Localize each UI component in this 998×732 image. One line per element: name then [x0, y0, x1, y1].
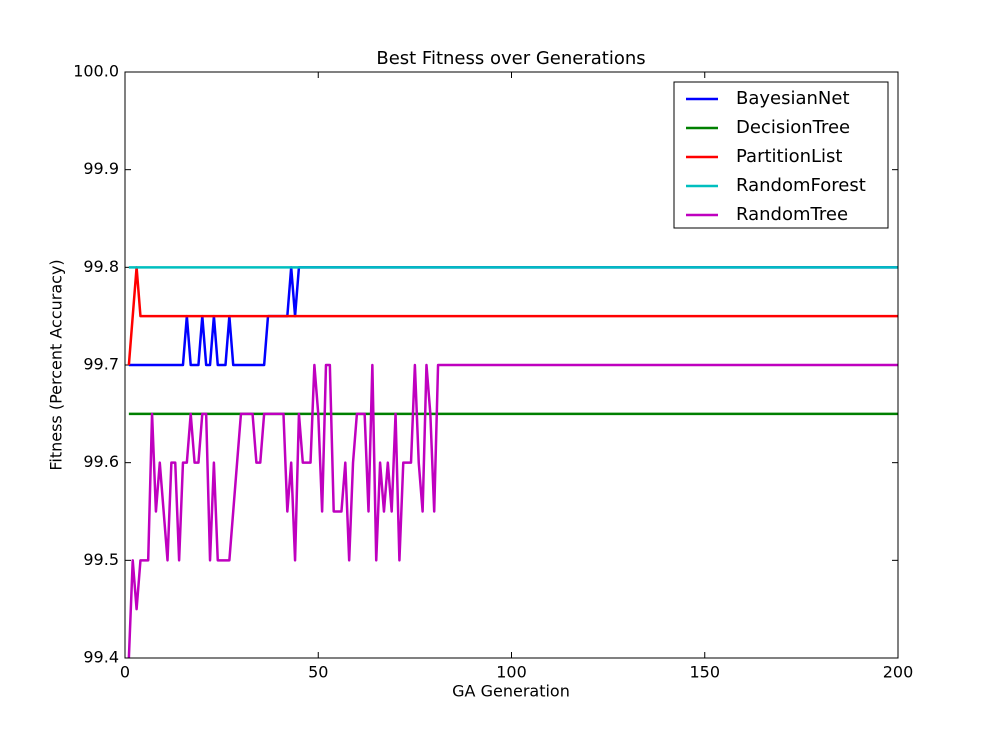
y-tick-label: 99.8 [83, 257, 119, 276]
series-line [128, 266, 898, 367]
plot-frame [124, 71, 899, 659]
legend-label: PartitionList [736, 146, 842, 167]
x-tick-label: 50 [308, 663, 328, 682]
x-tick-label: 150 [689, 663, 720, 682]
y-tick-label: 99.4 [83, 648, 119, 667]
legend-label: BayesianNet [736, 88, 850, 109]
chart-title: Best Fitness over Generations [376, 48, 645, 69]
y-tick-label: 100.0 [73, 62, 119, 81]
x-tick-label: 0 [120, 663, 130, 682]
legend-label: DecisionTree [736, 117, 850, 138]
legend-box [673, 81, 889, 229]
series-line [127, 266, 898, 366]
y-tick-label: 99.7 [83, 355, 119, 374]
y-axis-label: Fitness (Percent Accuracy) [47, 259, 66, 470]
legend-label: RandomTree [736, 204, 848, 225]
x-tick-label: 100 [496, 663, 527, 682]
series-line [127, 363, 898, 659]
x-tick-label: 200 [883, 663, 914, 682]
y-tick-label: 99.9 [83, 159, 119, 178]
x-axis-label: GA Generation [452, 682, 570, 701]
y-tick-label: 99.5 [83, 550, 119, 569]
legend-label: RandomForest [736, 175, 866, 196]
y-tick-label: 99.6 [83, 452, 119, 471]
